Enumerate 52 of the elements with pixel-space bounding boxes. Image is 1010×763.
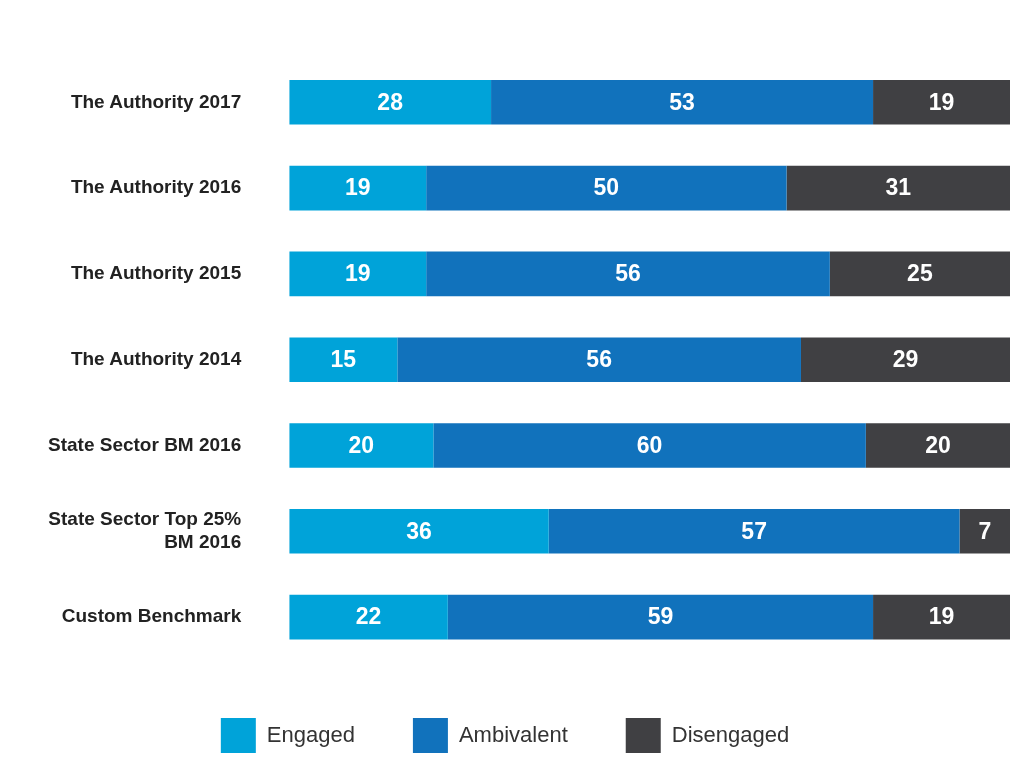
bar <box>800 337 1010 383</box>
bar <box>873 79 1010 125</box>
data-label: 19 <box>928 88 955 115</box>
data-label: 31 <box>885 174 912 201</box>
data-label: 20 <box>925 431 951 458</box>
y-tick-label: The Authority 2017 <box>70 90 242 112</box>
data-label: 53 <box>669 88 695 115</box>
y-tick-label: The Authority 2014 <box>70 347 242 369</box>
data-label: 50 <box>593 174 620 201</box>
bar <box>289 508 549 554</box>
bar <box>873 594 1010 640</box>
bar <box>426 165 787 211</box>
bar <box>865 423 1010 468</box>
bar <box>289 165 427 211</box>
data-label: 59 <box>647 603 674 630</box>
data-label: 19 <box>344 260 371 287</box>
legend-label: Engaged <box>266 721 355 747</box>
data-label: 19 <box>928 603 955 630</box>
legend-label: Ambivalent <box>458 721 568 747</box>
data-label: 20 <box>348 431 375 458</box>
bar <box>829 251 1010 297</box>
bar <box>959 508 1010 554</box>
data-label: 22 <box>355 603 382 630</box>
data-label: 56 <box>586 346 612 373</box>
data-label: 28 <box>377 88 404 115</box>
bar <box>447 594 874 640</box>
legend-label: Disengaged <box>671 721 790 747</box>
y-tick-label: The Authority 2015 <box>70 262 242 284</box>
bar <box>786 165 1010 211</box>
bar <box>289 79 492 125</box>
data-label: 19 <box>344 174 371 201</box>
data-label: 56 <box>615 260 641 287</box>
data-label: 36 <box>406 517 432 544</box>
bar <box>289 594 448 640</box>
y-tick-label: State Sector BM 2016 <box>48 433 242 455</box>
data-label: 15 <box>330 346 357 373</box>
bar <box>289 337 398 383</box>
bar <box>491 79 874 125</box>
data-label: 25 <box>907 260 933 287</box>
y-tick-label: State Sector Top 25% BM 2016 <box>48 508 242 552</box>
data-label: 29 <box>892 346 919 373</box>
y-tick-label: Custom Benchmark <box>61 605 242 627</box>
bar <box>426 251 830 297</box>
bar <box>289 423 434 468</box>
bar <box>433 423 866 468</box>
bar <box>548 508 960 554</box>
bar <box>289 251 427 297</box>
data-label: 60 <box>636 431 663 458</box>
data-label: 7 <box>978 517 992 544</box>
data-label: 57 <box>741 517 767 544</box>
bar <box>397 337 801 383</box>
y-tick-label: The Authority 2016 <box>70 176 242 198</box>
